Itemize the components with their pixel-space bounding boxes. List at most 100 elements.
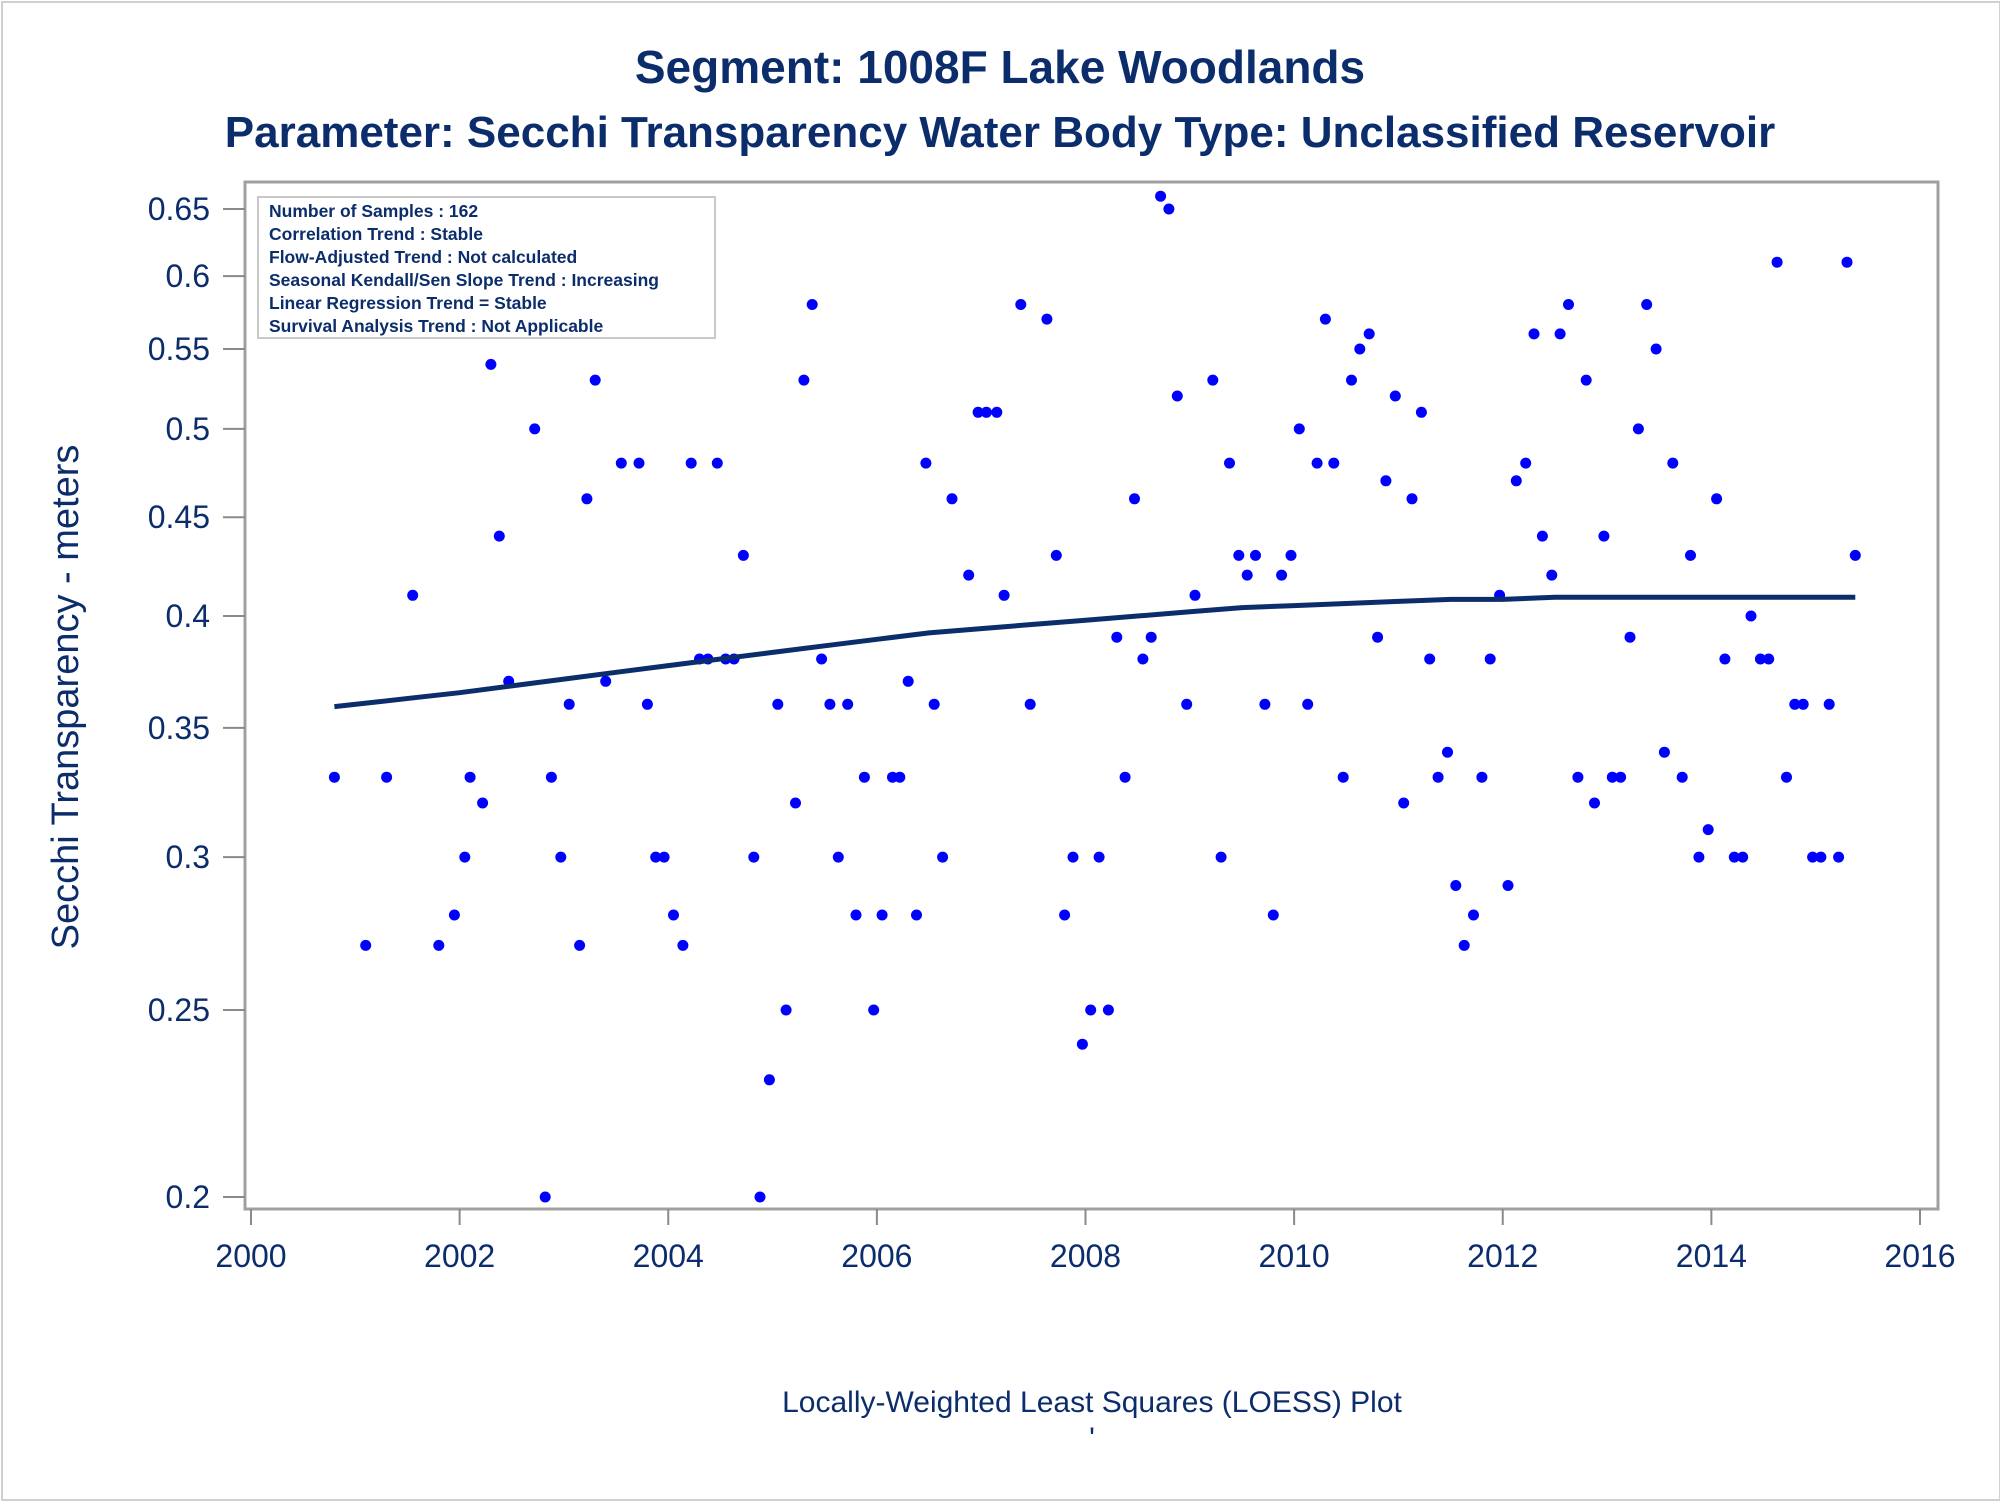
data-point bbox=[772, 698, 784, 710]
data-point bbox=[1719, 653, 1731, 665]
x-tick-label: 2010 bbox=[1259, 1238, 1330, 1274]
data-point bbox=[1181, 698, 1193, 710]
data-point bbox=[1259, 698, 1271, 710]
data-point bbox=[1728, 851, 1740, 863]
data-point bbox=[493, 530, 505, 542]
data-point bbox=[485, 358, 497, 370]
x-tick-label: 2000 bbox=[215, 1238, 286, 1274]
data-point bbox=[677, 939, 689, 951]
trend-info-box-border bbox=[257, 196, 716, 339]
data-point bbox=[1111, 631, 1123, 643]
trend-info-box: Number of Samples : 162 Correlation Trend… bbox=[257, 196, 716, 339]
data-point bbox=[858, 771, 870, 783]
data-point bbox=[876, 909, 888, 921]
data-point bbox=[1833, 851, 1845, 863]
data-point bbox=[328, 771, 340, 783]
x-tick-label: 2012 bbox=[1467, 1238, 1538, 1274]
data-point bbox=[798, 374, 810, 386]
loess-line bbox=[334, 594, 1856, 710]
y-tick-label: 0.55 bbox=[148, 331, 210, 367]
data-point bbox=[1572, 771, 1584, 783]
data-point bbox=[991, 406, 1003, 418]
data-point bbox=[937, 851, 949, 863]
data-point bbox=[1484, 653, 1496, 665]
data-point bbox=[668, 909, 679, 921]
data-point bbox=[1102, 1004, 1114, 1016]
data-point bbox=[563, 698, 575, 710]
data-point bbox=[1685, 549, 1696, 561]
data-point bbox=[1276, 569, 1288, 581]
data-point bbox=[1137, 653, 1149, 665]
data-point bbox=[790, 797, 801, 809]
data-point bbox=[1632, 423, 1644, 435]
y-tick-label: 0.2 bbox=[166, 1179, 210, 1215]
data-point bbox=[1502, 880, 1514, 891]
data-point bbox=[920, 457, 932, 469]
data-point bbox=[1354, 343, 1366, 355]
data-point bbox=[1807, 851, 1819, 863]
y-tick-label: 0.6 bbox=[166, 258, 210, 294]
data-point bbox=[902, 675, 914, 687]
data-point bbox=[763, 1074, 775, 1086]
data-point bbox=[1450, 880, 1462, 891]
data-point bbox=[946, 493, 958, 505]
data-point bbox=[658, 851, 670, 863]
data-point bbox=[928, 698, 940, 710]
trend-info-line: Survival Analysis Trend : Not Applicable bbox=[269, 316, 603, 336]
data-point bbox=[545, 771, 557, 783]
data-point bbox=[1241, 569, 1253, 581]
x-tick-label: 2002 bbox=[424, 1238, 495, 1274]
data-point bbox=[1372, 631, 1384, 643]
data-point bbox=[1328, 457, 1340, 469]
data-point bbox=[1215, 851, 1227, 863]
data-point bbox=[1145, 631, 1157, 643]
y-tick-label: 0.65 bbox=[148, 191, 210, 227]
data-point bbox=[589, 374, 601, 386]
data-point bbox=[1311, 457, 1323, 469]
y-axis-label: Secchi Transparency - meters bbox=[45, 445, 87, 950]
data-point bbox=[641, 698, 653, 710]
data-point bbox=[1598, 530, 1610, 542]
data-point bbox=[1363, 328, 1375, 340]
data-point bbox=[1536, 530, 1548, 542]
trend-info-line: Seasonal Kendall/Sen Slope Trend : Incre… bbox=[269, 270, 659, 290]
data-point bbox=[1676, 771, 1688, 783]
data-point bbox=[1076, 1038, 1088, 1050]
data-point bbox=[1067, 851, 1079, 863]
trend-info-line: Linear Regression Trend = Stable bbox=[269, 293, 547, 313]
data-point bbox=[824, 698, 836, 710]
x-tick-label: 2008 bbox=[1050, 1238, 1121, 1274]
data-point bbox=[600, 675, 612, 687]
data-point bbox=[972, 406, 984, 418]
data-point bbox=[581, 493, 593, 505]
data-point bbox=[381, 771, 393, 783]
data-point bbox=[1771, 256, 1783, 268]
data-point bbox=[850, 909, 862, 921]
data-point bbox=[685, 457, 697, 469]
data-point bbox=[1754, 653, 1766, 665]
data-point bbox=[748, 851, 760, 863]
chart-title: Segment: 1008F Lake Woodlands bbox=[635, 41, 1365, 93]
data-point bbox=[963, 569, 975, 581]
data-point bbox=[780, 1004, 792, 1016]
data-point bbox=[842, 698, 854, 710]
data-point bbox=[1233, 549, 1245, 561]
x-tick-label: 2014 bbox=[1676, 1238, 1747, 1274]
data-point bbox=[1398, 797, 1410, 809]
data-point bbox=[448, 909, 460, 921]
data-point bbox=[1458, 939, 1470, 951]
loess-series bbox=[334, 594, 1856, 710]
data-point bbox=[1763, 653, 1775, 665]
data-point bbox=[1024, 698, 1036, 710]
data-point bbox=[1155, 190, 1167, 202]
data-point bbox=[1563, 299, 1574, 310]
y-tick-label: 0.4 bbox=[166, 598, 210, 634]
footnote-mark: ' bbox=[1089, 1422, 1095, 1455]
data-point bbox=[1424, 653, 1436, 665]
data-point bbox=[650, 851, 662, 863]
data-point bbox=[1093, 851, 1105, 863]
trend-info-line: Flow-Adjusted Trend : Not calculated bbox=[269, 247, 577, 267]
data-point bbox=[529, 423, 541, 435]
data-point bbox=[1041, 313, 1053, 325]
